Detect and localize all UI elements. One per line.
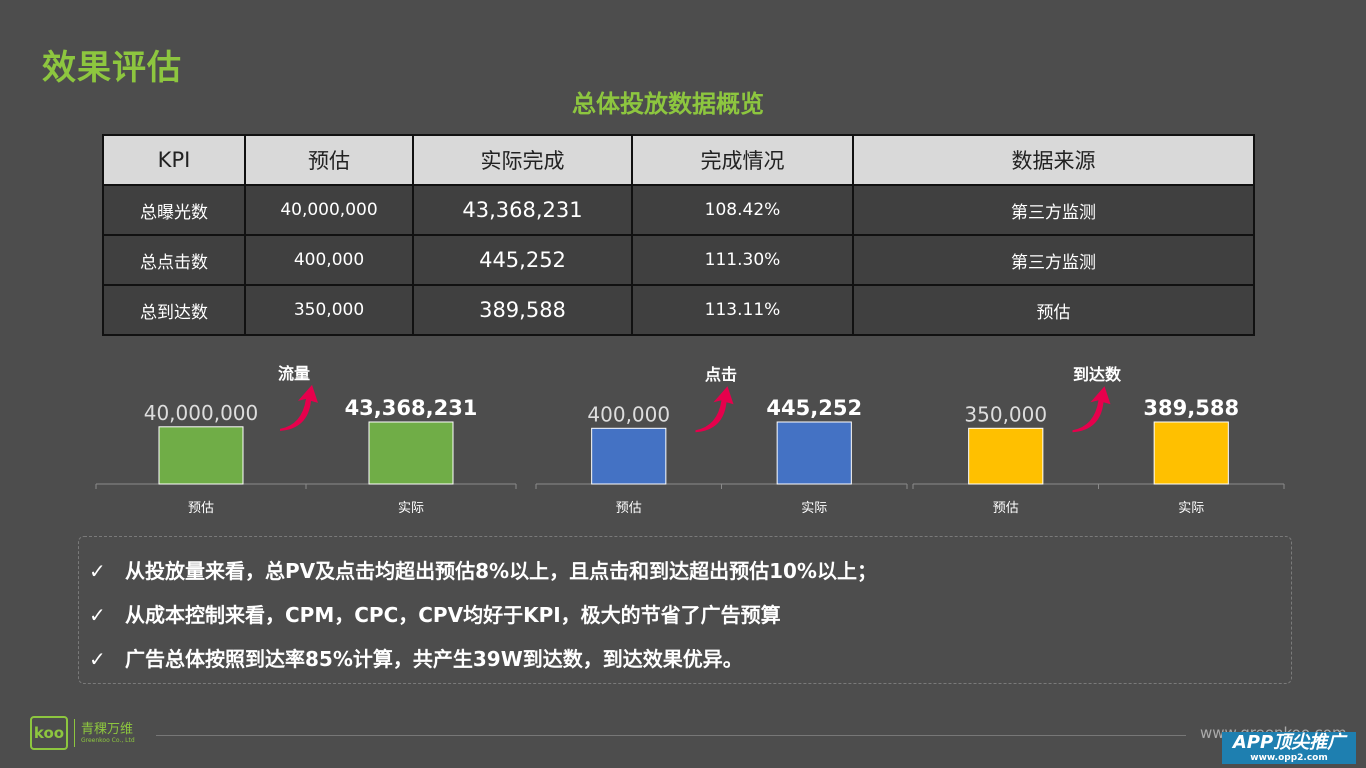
watermark-text: APP顶尖推广 (1232, 732, 1346, 753)
table-cell: 总到达数 (102, 284, 246, 336)
data-label: 40,000,000 (144, 401, 259, 425)
summary-text: 广告总体按照到达率85%计算，共产生39W到达数，到达效果优异。 (125, 647, 743, 671)
table-cell: 400,000 (244, 234, 414, 286)
chart-svg: 350,000 预估 389,588 实际 (912, 386, 1285, 516)
chart-title: 到达数 (1072, 365, 1121, 384)
company-logo: koo 青稞万维 Greenkoo Co., Ltd (30, 716, 135, 750)
bar (158, 426, 244, 485)
bar (368, 421, 454, 485)
check-icon: ✓ (89, 559, 106, 583)
x-tick-label: 实际 (801, 501, 827, 516)
table-header-row: KPI 预估 实际完成 完成情况 数据来源 (102, 134, 1255, 186)
table-cell: 40,000,000 (244, 184, 414, 236)
table-cell: 预估 (852, 284, 1255, 336)
growth-arrow-shape (695, 386, 734, 433)
table-cell: 第三方监测 (852, 234, 1255, 286)
logo-separator (74, 719, 75, 747)
table-header-cell: KPI (102, 134, 246, 186)
table-cell: 总点击数 (102, 234, 246, 286)
chart-arrivals: 到达数 350,000 预估 389,588 实际 (912, 352, 1285, 522)
page-subtitle: 总体投放数据概览 (572, 90, 764, 118)
table-cell: 389,588 (412, 284, 633, 336)
summary-item: ✓ 从成本控制来看，CPM，CPC，CPV均好于KPI，极大的节省了广告预算 (89, 593, 1291, 637)
summary-text: 从成本控制来看，CPM，CPC，CPV均好于KPI，极大的节省了广告预算 (125, 603, 781, 627)
table-header-cell: 实际完成 (412, 134, 633, 186)
data-label: 445,252 (766, 396, 862, 420)
logo-subtitle: Greenkoo Co., Ltd (81, 736, 135, 744)
table-cell: 第三方监测 (852, 184, 1255, 236)
x-tick-label: 实际 (1178, 501, 1204, 516)
summary-item: ✓ 广告总体按照到达率85%计算，共产生39W到达数，到达效果优异。 (89, 637, 1291, 681)
table-cell: 113.11% (631, 284, 854, 336)
table-cell: 445,252 (412, 234, 633, 286)
watermark-url: www.opp2.com (1250, 753, 1328, 763)
table-cell: 111.30% (631, 234, 854, 286)
check-icon: ✓ (89, 647, 106, 671)
chart-title: 点击 (704, 365, 737, 384)
table-cell: 总曝光数 (102, 184, 246, 236)
growth-arrow-icon (1072, 386, 1111, 433)
table-row: 总到达数 350,000 389,588 113.11% 预估 (102, 284, 1255, 336)
kpi-table: KPI 预估 实际完成 完成情况 数据来源 总曝光数 40,000,000 43… (102, 134, 1255, 336)
table-header-cell: 预估 (244, 134, 414, 186)
summary-box: ✓ 从投放量来看，总PV及点击均超出预估8%以上，且点击和到达超出预估10%以上… (78, 536, 1292, 684)
summary-text: 从投放量来看，总PV及点击均超出预估8%以上，且点击和到达超出预估10%以上； (125, 559, 877, 583)
x-tick-label: 预估 (188, 501, 214, 516)
watermark: APP顶尖推广 www.opp2.com (1222, 732, 1356, 764)
chart-clicks: 点击 400,000 预估 445,252 实际 (535, 352, 908, 522)
bar (1153, 421, 1229, 485)
data-label: 350,000 (964, 402, 1047, 426)
data-label: 43,368,231 (345, 396, 478, 420)
table-header-cell: 完成情况 (631, 134, 854, 186)
x-tick-label: 实际 (398, 501, 424, 516)
bar (591, 427, 667, 485)
data-label: 389,588 (1143, 396, 1239, 420)
data-label: 400,000 (587, 402, 670, 426)
chart-svg: 40,000,000 预估 43,368,231 实际 (95, 384, 517, 516)
growth-arrow-icon (280, 384, 318, 431)
table-cell: 108.42% (631, 184, 854, 236)
footer-divider (156, 735, 1186, 736)
growth-arrow-icon (695, 386, 734, 433)
table-cell: 350,000 (244, 284, 414, 336)
logo-mark: koo (30, 716, 68, 750)
growth-arrow-shape (1072, 386, 1111, 433)
table-cell: 43,368,231 (412, 184, 633, 236)
table-row: 总点击数 400,000 445,252 111.30% 第三方监测 (102, 234, 1255, 286)
page-title: 效果评估 (42, 48, 182, 88)
summary-item: ✓ 从投放量来看，总PV及点击均超出预估8%以上，且点击和到达超出预估10%以上… (89, 549, 1291, 593)
table-header-cell: 数据来源 (852, 134, 1255, 186)
check-icon: ✓ (89, 603, 106, 627)
bar (968, 427, 1044, 485)
chart-traffic: 流量 40,000,000 预估 43,368,231 实际 (95, 352, 517, 522)
chart-svg: 400,000 预估 445,252 实际 (535, 386, 908, 516)
chart-title: 流量 (277, 364, 310, 383)
growth-arrow-shape (280, 384, 318, 431)
table-row: 总曝光数 40,000,000 43,368,231 108.42% 第三方监测 (102, 184, 1255, 236)
logo-name: 青稞万维 (81, 721, 134, 737)
x-tick-label: 预估 (616, 501, 642, 516)
x-tick-label: 预估 (993, 501, 1019, 516)
bar (776, 421, 852, 485)
